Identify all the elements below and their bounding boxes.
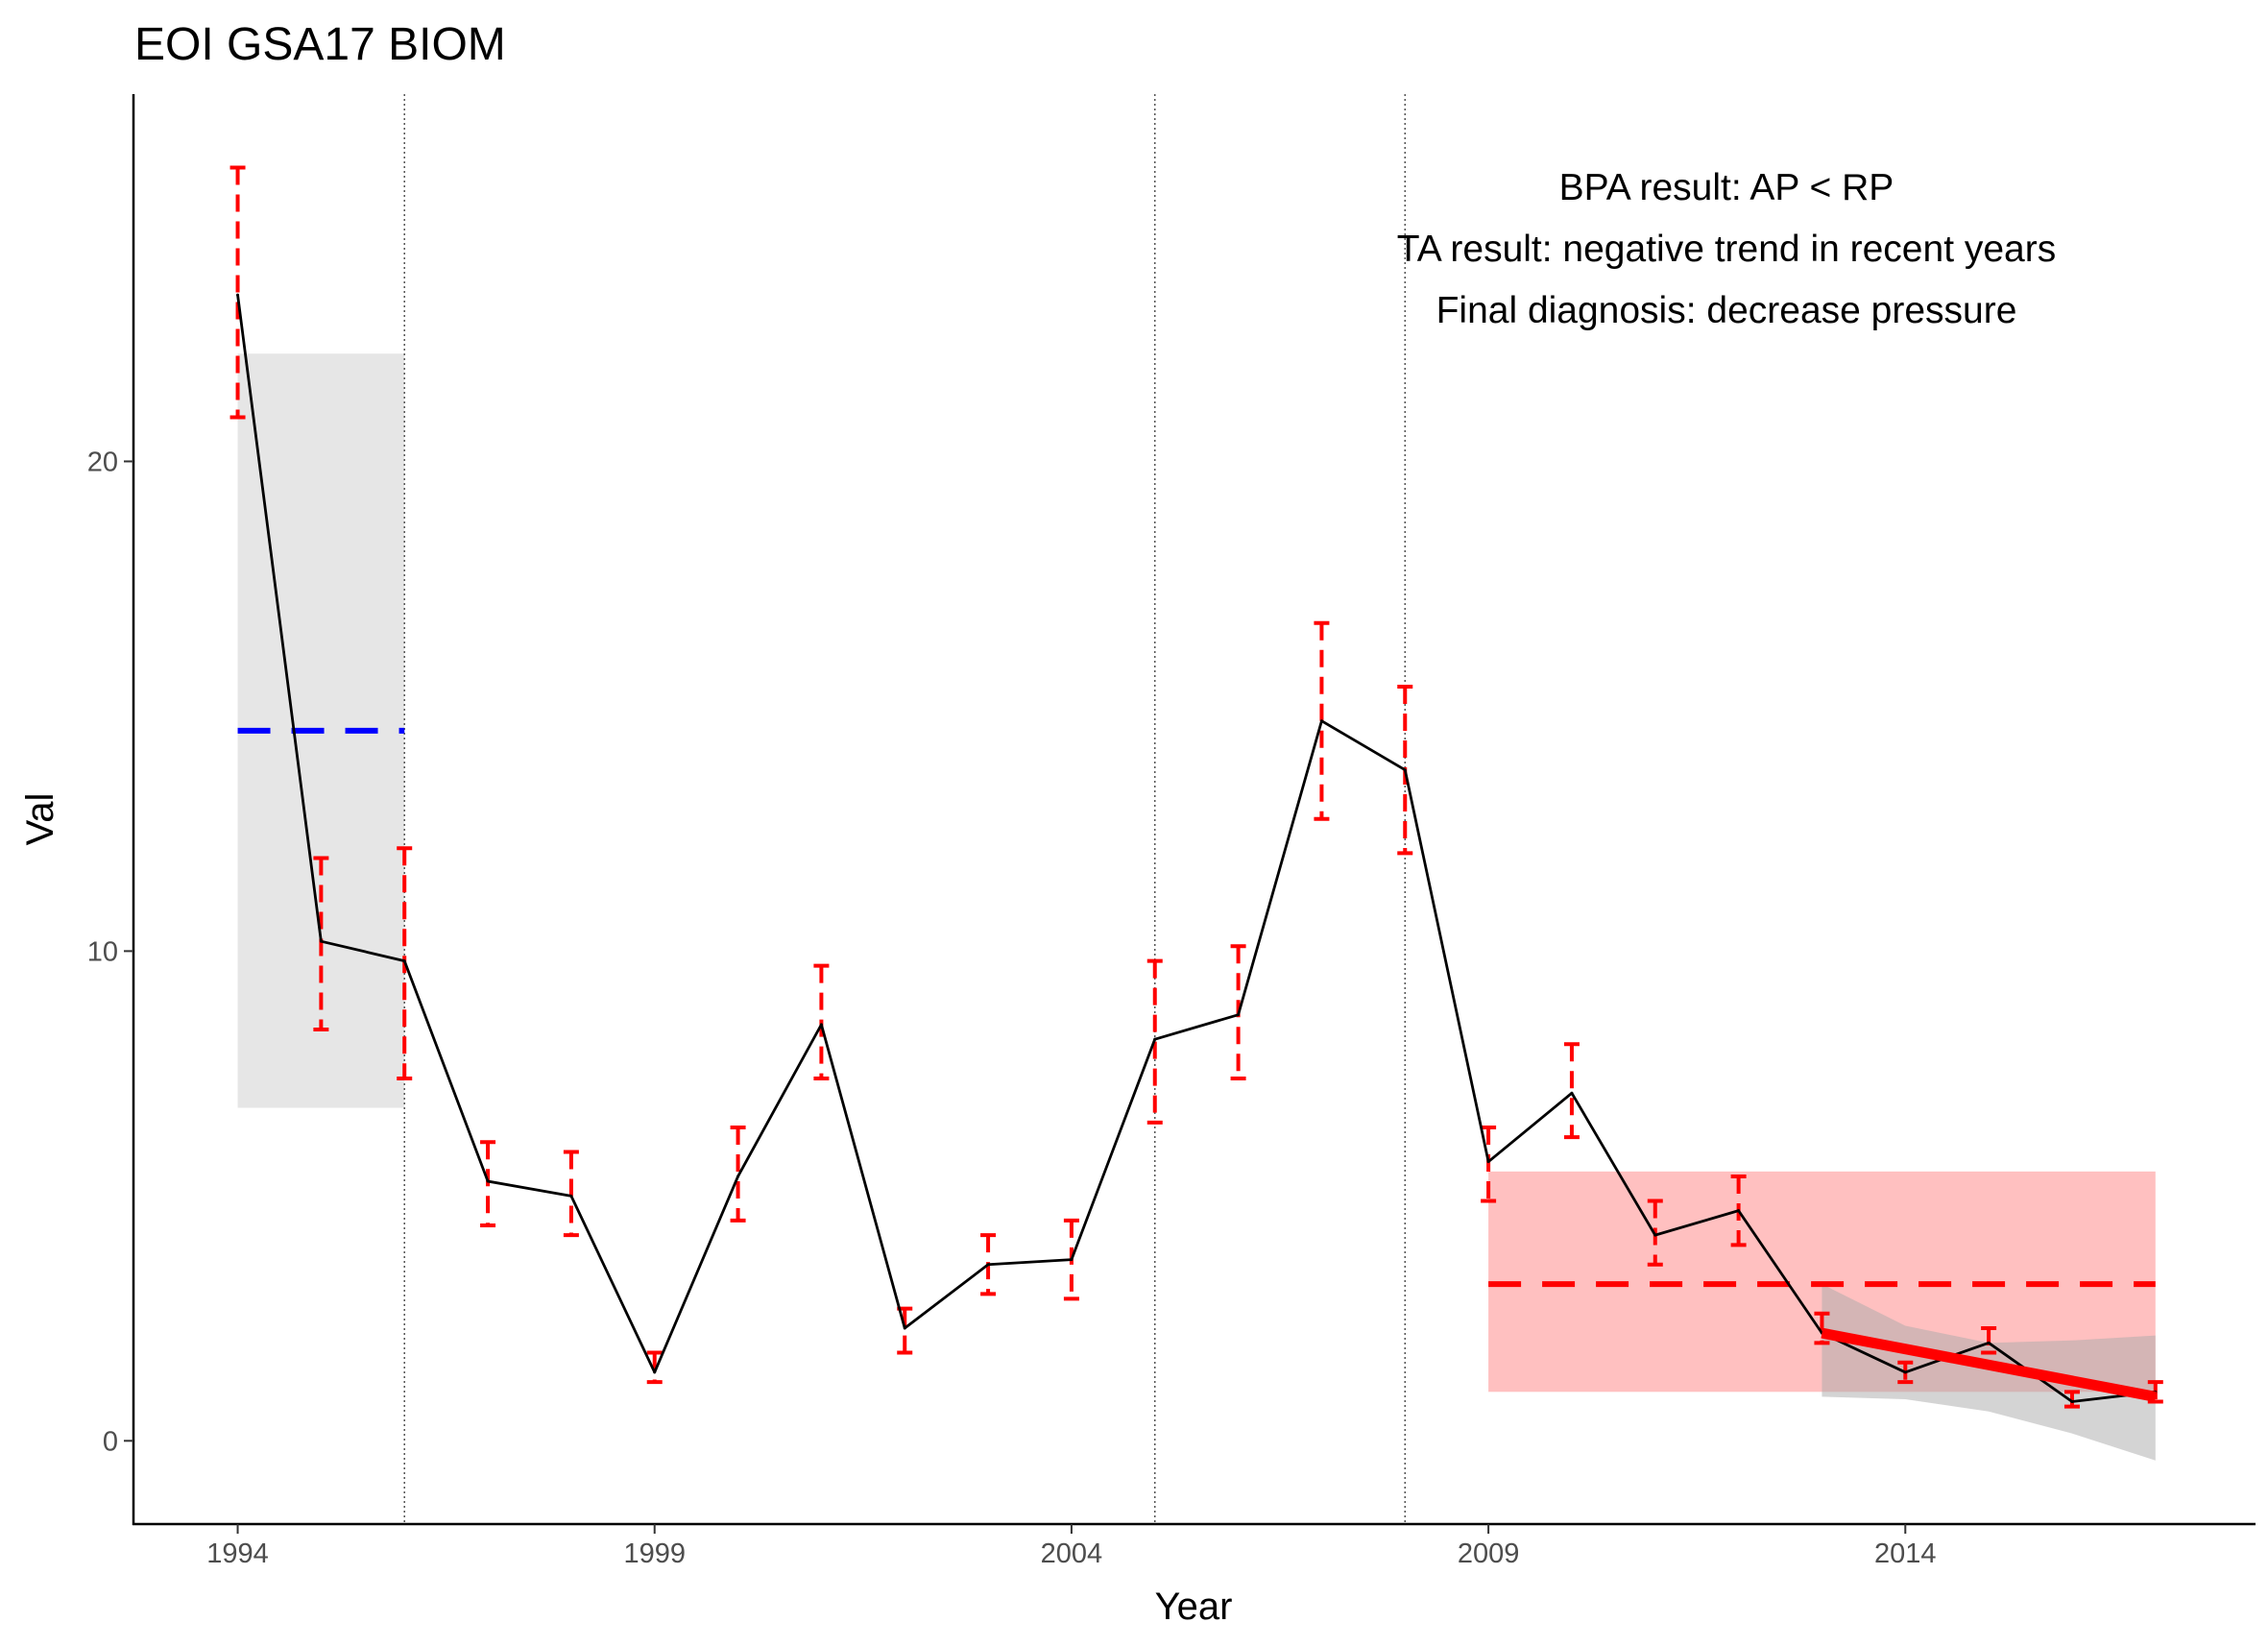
annotation-line-3: Final diagnosis: decrease pressure: [1436, 290, 2017, 331]
y-tick-label-0: 0: [103, 1426, 118, 1457]
x-tick-label-2014: 2014: [1874, 1538, 1937, 1569]
x-tick-label-2009: 2009: [1458, 1538, 1520, 1569]
data-point-2008: [1403, 768, 1407, 772]
data-point-2003: [986, 1263, 990, 1267]
data-point-2002: [903, 1326, 906, 1330]
x-axis-title: Year: [1155, 1586, 1233, 1628]
data-point-2004: [1070, 1258, 1074, 1262]
data-point-2011: [1653, 1233, 1657, 1237]
data-point-1998: [569, 1194, 573, 1198]
trend-line: [1821, 1327, 2157, 1402]
data-point-2006: [1237, 1013, 1241, 1017]
y-tick-label-10: 10: [87, 936, 118, 967]
data-point-2015: [1987, 1341, 1991, 1344]
data-point-1999: [653, 1370, 657, 1374]
x-tick-label-2004: 2004: [1041, 1538, 1103, 1569]
trend-confidence-band: [1822, 1284, 2156, 1461]
data-point-2012: [1737, 1209, 1741, 1213]
data-point-1994: [236, 293, 240, 297]
data-point-2007: [1319, 719, 1323, 723]
annotation-line-2: TA result: negative trend in recent year…: [1397, 229, 2056, 270]
data-point-2014: [1903, 1370, 1907, 1374]
y-tick-label-20: 20: [87, 447, 118, 477]
data-point-2005: [1153, 1037, 1157, 1041]
data-point-2009: [1486, 1160, 1490, 1164]
x-tick-label-1994: 1994: [206, 1538, 269, 1569]
y-axis-title: Val: [19, 793, 61, 846]
data-point-1996: [402, 959, 406, 963]
data-point-2001: [819, 1023, 823, 1027]
chart-title: EOI GSA17 BIOM: [134, 19, 506, 70]
x-tick-label-1999: 1999: [623, 1538, 686, 1569]
annotation-line-1: BPA result: AP < RP: [1559, 167, 1894, 208]
data-point-2016: [2070, 1400, 2074, 1404]
data-point-1997: [486, 1179, 490, 1183]
data-point-2010: [1570, 1091, 1574, 1095]
data-point-2000: [736, 1175, 740, 1178]
data-point-1995: [319, 939, 323, 943]
